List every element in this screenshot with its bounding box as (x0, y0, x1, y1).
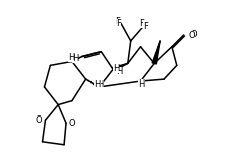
Text: H: H (72, 54, 78, 63)
Text: F: F (117, 19, 121, 28)
Text: H: H (138, 78, 145, 88)
Text: F: F (139, 19, 144, 28)
Text: H: H (68, 53, 74, 62)
Text: O: O (189, 31, 195, 40)
Text: O: O (36, 116, 43, 125)
Polygon shape (112, 63, 128, 71)
Polygon shape (152, 41, 160, 64)
Text: O: O (36, 115, 43, 124)
Text: F: F (116, 17, 121, 26)
Text: H: H (138, 80, 145, 90)
Text: H: H (116, 67, 122, 76)
Text: O: O (69, 120, 76, 129)
Text: F: F (143, 22, 148, 31)
Text: H: H (113, 64, 119, 73)
Text: O: O (190, 31, 197, 39)
Text: O: O (69, 119, 76, 128)
Text: H: H (97, 79, 103, 89)
Text: H: H (94, 79, 101, 89)
